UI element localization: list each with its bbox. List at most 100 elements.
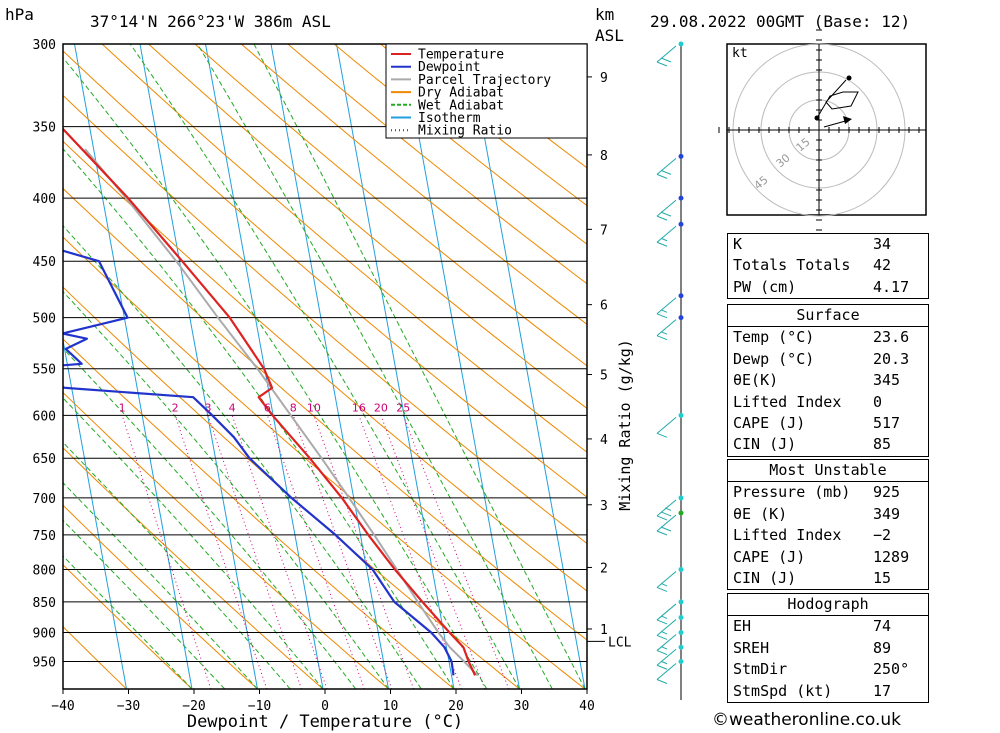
wind-barb-feather <box>656 650 668 656</box>
wind-dot <box>678 566 684 572</box>
wind-dot <box>678 195 684 201</box>
dry-adiabat-line <box>63 140 587 592</box>
mixing-ratio-line <box>121 415 212 689</box>
wind-barb-staff <box>656 571 677 588</box>
wind-barb <box>656 412 684 438</box>
legend-label: Parcel Trajectory <box>418 73 551 88</box>
wet-adiabat-line <box>197 44 553 689</box>
km-tick-label: 2 <box>600 561 608 576</box>
hodo-row: SREH 89 <box>733 638 892 657</box>
surface-row: θE(K) 345 <box>733 371 901 390</box>
dry-adiabat-line <box>148 44 587 410</box>
wind-barb <box>656 195 684 221</box>
wind-dot <box>678 599 684 605</box>
legend-label: Temperature <box>418 48 504 63</box>
dry-adiabat-line <box>63 286 520 689</box>
storm-motion-arrowhead <box>843 116 852 124</box>
wind-barb-feather <box>656 215 668 221</box>
isotherm-line <box>63 337 127 689</box>
wind-barb-feather <box>660 615 668 619</box>
isotherm-line <box>74 44 193 689</box>
surface-row: Lifted Index 0 <box>733 392 883 411</box>
hodo-row: StmDir 250° <box>733 660 910 679</box>
wind-barb <box>656 221 684 247</box>
surface-row: Temp (°C) 23.6 <box>728 326 928 348</box>
index-row-k: K 34 <box>733 235 892 253</box>
wind-barb-staff <box>656 319 677 337</box>
wind-barb-feather <box>660 511 672 517</box>
isotherm-line <box>205 44 324 689</box>
x-tick-label: 30 <box>514 699 530 714</box>
isotherm-line <box>467 44 586 689</box>
wind-barb-staff <box>656 416 677 434</box>
km-tick-label: 6 <box>600 299 608 314</box>
wind-barb-staff <box>656 225 677 243</box>
wind-barb-feather <box>656 515 668 521</box>
wet-adiabat-line <box>63 481 258 689</box>
mixing-ratio-label: 16 <box>352 401 366 414</box>
wind-barb <box>656 41 684 67</box>
indices-surface-table: Surface Temp (°C) 23.6 Dewp (°C) 20.3 θE(K… <box>727 304 929 457</box>
wind-barb-feather <box>664 507 672 511</box>
dry-adiabat-line <box>194 44 587 367</box>
mixing-ratio-line <box>358 415 462 689</box>
wind-barb-staff <box>656 663 677 680</box>
wind-barb-feather <box>660 169 672 175</box>
wind-barb-feather <box>660 526 672 532</box>
wet-adiabat-line <box>63 519 226 689</box>
indices-most-unstable-table: Most Unstable Pressure (mb) 925 θE (K) 349… <box>727 459 929 591</box>
isotherm-line <box>270 44 389 689</box>
wind-barb-feather <box>660 237 668 242</box>
legend-label: Isotherm <box>418 111 481 126</box>
wind-dot <box>678 495 684 501</box>
km-tick-label: 3 <box>600 499 608 514</box>
legend-label: Dewpoint <box>418 60 481 75</box>
wind-barb-feather <box>656 586 668 592</box>
wind-barb-feather <box>660 582 668 587</box>
wind-barb <box>656 315 684 341</box>
location-title: 37°14'N 266°23'W 386m ASL <box>90 12 331 31</box>
pressure-tick-label: 300 <box>33 38 56 53</box>
isotherm-line <box>401 44 520 689</box>
parcel-trajectory-profile <box>84 148 479 677</box>
x-tick-label: 10 <box>383 699 399 714</box>
wind-barb-feather <box>656 679 668 684</box>
wind-barb <box>656 293 684 319</box>
pressure-tick-label: 900 <box>33 627 56 642</box>
wind-barb-staff <box>656 603 677 621</box>
wind-dot <box>678 41 684 47</box>
mu-row: CIN (J) 15 <box>733 568 892 587</box>
mu-row: Pressure (mb) 925 <box>728 481 928 503</box>
hodograph-end-dot <box>846 75 852 81</box>
dry-adiabat-line <box>63 564 193 689</box>
wind-barb-staff <box>656 199 677 217</box>
hodograph-title: Hodograph <box>787 595 869 613</box>
wind-barb-staff <box>656 634 677 651</box>
pressure-tick-label: 400 <box>33 192 56 207</box>
plot-frame <box>62 43 588 690</box>
surface-row: CAPE (J) 517 <box>733 413 901 432</box>
pressure-tick-label: 600 <box>33 409 56 424</box>
wind-barb-staff <box>656 499 677 517</box>
km-tick-label: 8 <box>600 149 608 164</box>
wind-barb <box>656 630 684 656</box>
wind-barb-feather <box>656 335 668 341</box>
dry-adiabat-line <box>240 44 587 325</box>
wind-barb-feather <box>656 241 668 247</box>
pressure-tick-label: 750 <box>33 529 56 544</box>
mixing-ratio-label: 4 <box>229 401 236 414</box>
mixing-ratio-line <box>174 415 268 689</box>
mixing-ratio-line <box>231 415 328 689</box>
pressure-tick-label: 500 <box>33 312 56 327</box>
wind-barb-staff <box>656 514 677 532</box>
isotherm-line <box>336 44 455 689</box>
indices-hodograph-table: Hodograph EH 74 SREH 89 StmDir 250° StmSpd … <box>727 593 929 703</box>
km-tick-label: 9 <box>600 71 608 86</box>
wind-barb-feather <box>660 646 668 650</box>
wind-barb-feather <box>660 331 668 335</box>
pressure-tick-label: 950 <box>33 656 56 671</box>
wind-barb-staff <box>656 619 677 636</box>
mu-row: θE (K) 349 <box>733 504 901 523</box>
wet-adiabat-line <box>63 57 488 689</box>
wind-barb-feather <box>656 664 668 670</box>
